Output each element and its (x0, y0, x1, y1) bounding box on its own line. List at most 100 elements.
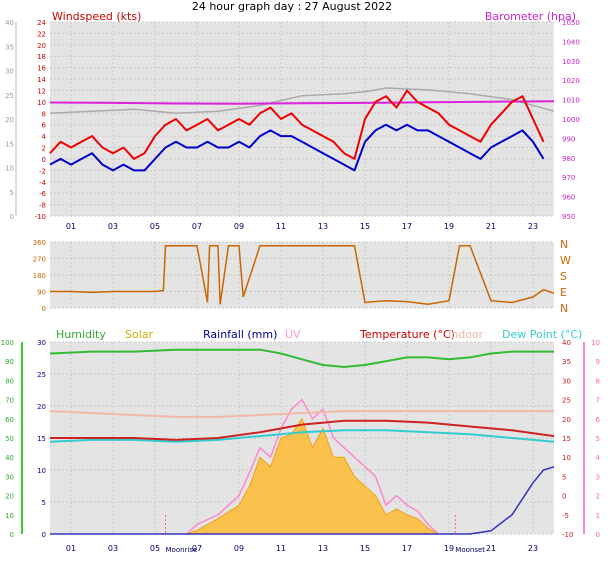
barometer-tick-label: 1040 (562, 38, 580, 46)
climate-x-tick-label: 13 (318, 544, 328, 553)
direction-tick-label: 360 (33, 239, 46, 247)
wind-x-tick-label: 05 (150, 222, 160, 231)
chart-title: 24 hour graph day : 27 August 2022 (192, 0, 392, 13)
barometer-tick-label: 1020 (562, 77, 580, 85)
wind-x-tick-label: 15 (360, 222, 370, 231)
humidity-tick-label: 90 (5, 358, 14, 366)
windspeed-tick-label: 16 (37, 65, 46, 73)
humidity-tick-label: 0 (10, 531, 14, 539)
temperature-tick-label: 10 (562, 454, 571, 462)
uv-tick-label: 9 (596, 358, 600, 366)
temperature-line (50, 419, 555, 441)
compass-label: E (560, 286, 567, 299)
barometer-tick-label: 1030 (562, 58, 580, 66)
temperature-tick-label: -10 (562, 531, 573, 539)
temperature-tick-label: 40 (562, 339, 571, 347)
rain-tick-label: 20 (37, 403, 46, 411)
direction-tick-label: 90 (37, 289, 46, 297)
humidity-tick-label: 40 (5, 454, 14, 462)
temperature-tick-label: 25 (562, 397, 571, 405)
wind-x-tick-label: 03 (108, 222, 118, 231)
legend-entry: Rainfall (mm) (203, 328, 277, 341)
windspeed-tick-label: 20 (37, 42, 46, 50)
wind-outer-tick-label: 35 (5, 43, 14, 51)
barometer-tick-label: 1050 (562, 19, 580, 27)
direction-tick-label: 180 (33, 272, 46, 280)
uv-tick-label: 5 (596, 435, 600, 443)
climate-x-tick-label: 15 (360, 544, 370, 553)
barometer-line (49, 100, 555, 105)
wind-x-tick-label: 09 (234, 222, 244, 231)
temperature-tick-label: 30 (562, 377, 571, 385)
windspeed-tick-label: 8 (42, 110, 46, 118)
windspeed-tick-label: 10 (37, 99, 46, 107)
humidity-tick-label: 80 (5, 377, 14, 385)
temperature-tick-label: 0 (562, 493, 566, 501)
legend-entry: Humidity (56, 328, 106, 341)
windspeed-tick-label: 14 (37, 76, 46, 84)
wind-x-tick-label: 19 (444, 222, 454, 231)
uv-tick-label: 2 (596, 493, 600, 501)
wind-outer-tick-label: 0 (10, 213, 14, 221)
wind-x-tick-label: 11 (276, 222, 286, 231)
climate-x-tick-label: 07 (192, 544, 202, 553)
wind-grid (50, 21, 554, 217)
wind-x-tick-label: 13 (318, 222, 328, 231)
humidity-tick-label: 10 (5, 512, 14, 520)
windspeed-axis-label: Windspeed (kts) (52, 10, 141, 23)
wind-direction-line (50, 244, 555, 306)
climate-x-tick-label: 01 (66, 544, 76, 553)
direction-ticks: 360 270 180 90 0 (33, 239, 46, 313)
windspeed-tick-label: -10 (35, 213, 46, 221)
humidity-tick-label: 30 (5, 473, 14, 481)
climate-series (49, 348, 555, 535)
moon-annotation: Moonrise (166, 546, 198, 554)
wind-x-tick-label: 23 (528, 222, 538, 231)
compass-label: S (560, 270, 567, 283)
wind-series (49, 87, 555, 172)
wind-average-line (49, 123, 545, 172)
wind-outer-ticks: 40 35 30 25 20 15 10 5 0 (5, 19, 17, 221)
climate-x-tick-label: 05 (150, 544, 160, 553)
windspeed-tick-label: 0 (42, 156, 46, 164)
uv-tick-label: 10 (591, 339, 600, 347)
compass-label: N (560, 238, 568, 251)
barometer-tick-label: 970 (562, 174, 575, 182)
wind-x-tick-label: 07 (192, 222, 202, 231)
climate-x-tick-label: 03 (108, 544, 118, 553)
humidity-tick-label: 100 (1, 339, 14, 347)
compass-label: W (560, 254, 571, 267)
humidity-tick-label: 60 (5, 416, 14, 424)
wind-x-tick-label: 21 (486, 222, 496, 231)
rain-tick-label: 30 (37, 339, 46, 347)
humidity-tick-label: 20 (5, 493, 14, 501)
windspeed-tick-label: -2 (39, 167, 46, 175)
legend-entry: Solar (125, 328, 154, 341)
uv-tick-label: 0 (596, 531, 600, 539)
windspeed-tick-label: 6 (42, 122, 47, 130)
legend-entry: Dew Point (°C) (502, 328, 582, 341)
rain-tick-label: 25 (37, 371, 46, 379)
wind-x-ticks: 01 03 05 07 09 11 13 15 17 19 21 23 (66, 222, 538, 231)
barometer-tick-label: 1000 (562, 116, 580, 124)
wind-outer-tick-label: 10 (5, 165, 14, 173)
wind-outer-tick-label: 15 (5, 140, 14, 148)
rainfall-line (50, 466, 555, 535)
climate-x-tick-label: 23 (528, 544, 538, 553)
uv-tick-label: 1 (596, 512, 600, 520)
wind-outer-tick-label: 25 (5, 92, 14, 100)
barometer-alt-line (49, 87, 555, 114)
direction-tick-label: 270 (33, 256, 46, 264)
windspeed-tick-label: 22 (37, 30, 46, 38)
direction-series (50, 244, 555, 306)
direction-tick-label: 0 (42, 305, 46, 313)
windspeed-tick-label: 12 (37, 87, 46, 95)
barometer-tick-label: 980 (562, 155, 575, 163)
barometer-axis-label: Barometer (hpa) (485, 10, 576, 23)
moon-annotations: Moonrise Moonset (165, 515, 485, 554)
